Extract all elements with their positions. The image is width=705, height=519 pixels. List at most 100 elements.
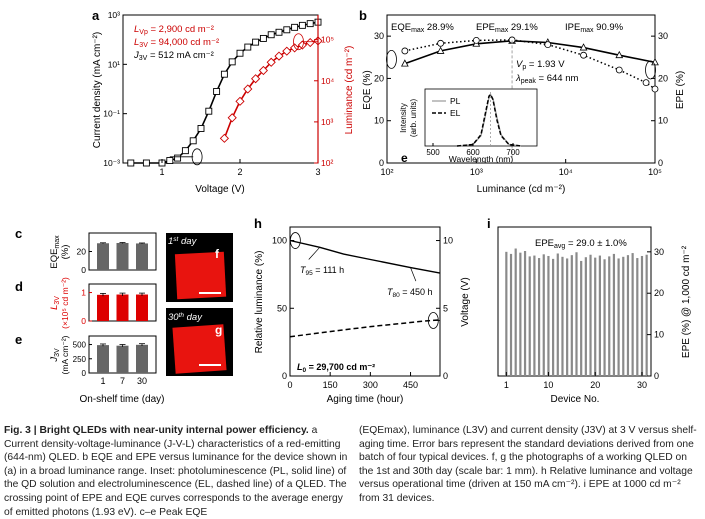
panel-b-xlabel: Luminance (cd m⁻²) [477, 184, 566, 195]
t95-pointer [308, 247, 320, 260]
figure-3: a LVp = 2,900 cd m⁻² L3V = 94,000 cd m⁻²… [15, 8, 692, 405]
panel-h-t95: T95 = 111 h [300, 265, 344, 277]
luminance-marker [282, 46, 292, 56]
bar-day-1 [97, 294, 109, 321]
current-density-marker [205, 107, 213, 115]
panel-a-annot-l3v: L3V = 94,000 cd m⁻² [134, 37, 219, 49]
inset-el-line [456, 93, 522, 147]
panel-a-plot [127, 18, 323, 167]
panel-b-y2tick-label: 0 [658, 158, 663, 168]
caption-fig-label: Fig. 3 | Bright QLEDs with near-unity in… [4, 425, 309, 436]
bar-device-3 [514, 248, 517, 376]
luminance-marker [243, 84, 253, 94]
panel-h-y2tick-label: 5 [443, 303, 448, 313]
inset-ylabel-1: Intensity [399, 103, 408, 133]
panel-i-ticks: 1 10 20 30 0 10 20 30 [504, 247, 664, 390]
bar-device-25 [617, 258, 620, 376]
panel-e-plot: 0 250 500 1 7 30 [73, 341, 148, 386]
panel-h-t80: T80 = 450 h [387, 287, 433, 299]
photo-f-day: 1st day [168, 236, 198, 247]
eqe-marker [579, 43, 588, 51]
luminance-marker [274, 51, 284, 61]
photo-g-day: 30th day [168, 312, 203, 323]
panel-e-ytick-label: 250 [73, 355, 87, 364]
panel-a-ticks: 1 2 3 10⁻³ 10⁻¹ 10¹ 10³ 10² 10³ 10⁴ 10⁵ [103, 10, 334, 177]
indicator-ellipse-epe [645, 60, 656, 80]
current-density-marker [228, 58, 236, 66]
bar-device-4 [519, 252, 522, 376]
caption-left-text: a Current density-voltage-luminance (J-V… [4, 425, 348, 518]
panel-b-inset: Intensity (arb. units) Wavelength (nm) e… [399, 88, 538, 165]
panel-h-y2label: Voltage (V) [460, 277, 471, 326]
panel-i-ytick-label: 0 [654, 371, 659, 381]
panel-c-yunit: (%) [60, 245, 71, 260]
panel-a-ytick-label: 10³ [108, 10, 120, 20]
panel-h-ytick-label: 0 [282, 371, 287, 381]
panel-e-xtick-label: 7 [120, 376, 125, 386]
current-density-marker [213, 88, 221, 95]
panel-h-l0: L0 = 29,700 cd m⁻² [297, 362, 375, 374]
panel-a-y2tick-label: 10² [321, 158, 333, 168]
bar-device-24 [612, 253, 616, 376]
bar-device-13 [561, 256, 564, 376]
photo-f-emission [174, 251, 227, 300]
luminance-marker [251, 74, 261, 84]
panel-e: e 0 250 500 1 7 30 J3V (mA cm⁻²) On-shelf tim… [15, 332, 165, 405]
panel-h-y2tick-label: 0 [443, 371, 448, 381]
caption-left: Fig. 3 | Bright QLEDs with near-unity in… [4, 424, 349, 519]
current-density-marker [220, 70, 228, 78]
panel-b-y2tick-label: 30 [658, 31, 668, 41]
panel-i-xtick-label: 20 [590, 380, 600, 390]
current-density-marker [306, 20, 314, 28]
current-density-marker [142, 159, 150, 167]
panel-e-yunit: (mA cm⁻²) [60, 335, 70, 374]
panel-d-ytick-label: 0 [81, 316, 86, 326]
bar-device-21 [598, 255, 601, 376]
current-density-marker [298, 21, 306, 29]
panel-a-annot-lvp: LVp = 2,900 cd m⁻² [134, 24, 214, 36]
panel-i-epe-avg: EPEavg = 29.0 ± 1.0% [535, 238, 627, 250]
inset-xtick-label: 500 [426, 148, 440, 157]
panel-h-ytick-label: 50 [277, 303, 287, 313]
luminance-marker [290, 43, 300, 53]
panel-d-plot: 01 [81, 288, 148, 326]
panel-h-y2tick-label: 10 [443, 236, 453, 246]
panel-e-xlabel: On-shelf time (day) [79, 394, 164, 405]
panel-b-xtick-label: 10³ [470, 167, 483, 177]
bar-device-19 [589, 254, 592, 376]
bar-device-16 [575, 252, 578, 376]
panel-a-y2tick-label: 10⁵ [321, 35, 334, 45]
photo-g-emission [172, 324, 227, 374]
bar-device-31 [645, 254, 648, 376]
panel-d-letter: d [15, 279, 23, 294]
panel-i-ytick-label: 30 [654, 247, 664, 257]
bar-device-5 [523, 251, 527, 376]
panel-b-y2label: EPE (%) [675, 71, 686, 109]
panel-c-ytick-label: 0 [81, 265, 86, 275]
bar-device-1 [505, 251, 508, 376]
inset-ticks: 500 600 700 [426, 143, 520, 157]
panel-b-y2tick-label: 20 [658, 73, 668, 83]
panel-i-xtick-label: 1 [504, 380, 509, 390]
bar-day-1 [97, 243, 109, 270]
panel-b-xtick-label: 10⁵ [648, 167, 662, 177]
panel-h-plot [289, 232, 441, 338]
current-density-marker [291, 23, 299, 31]
panel-a-annot-j3v: J3V = 512 mA cm⁻² [133, 50, 214, 62]
panel-a-ytick-label: 10⁻¹ [103, 109, 120, 119]
panel-i-ylabel: EPE (%) @ 1,000 cd m⁻² [681, 245, 692, 358]
panel-i-ytick-label: 10 [654, 330, 664, 340]
panel-h-letter: h [254, 216, 262, 231]
panel-b-eqe-max: EQEmax 28.9% [391, 22, 454, 34]
panel-b-vp: Vp = 1.93 V [516, 59, 565, 71]
panel-b-ipe-max: IPEmax 90.9% [565, 22, 624, 34]
current-density-marker [259, 34, 267, 42]
panel-a-letter: a [92, 8, 100, 23]
panel-b-ytick-label: 20 [374, 73, 384, 83]
bar-device-8 [537, 258, 541, 376]
panel-a-ylabel: Current density (mA cm⁻²) [92, 32, 103, 148]
current-density-marker [275, 28, 283, 36]
panel-b-xtick-label: 10⁴ [559, 167, 573, 177]
current-density-marker [252, 38, 260, 46]
